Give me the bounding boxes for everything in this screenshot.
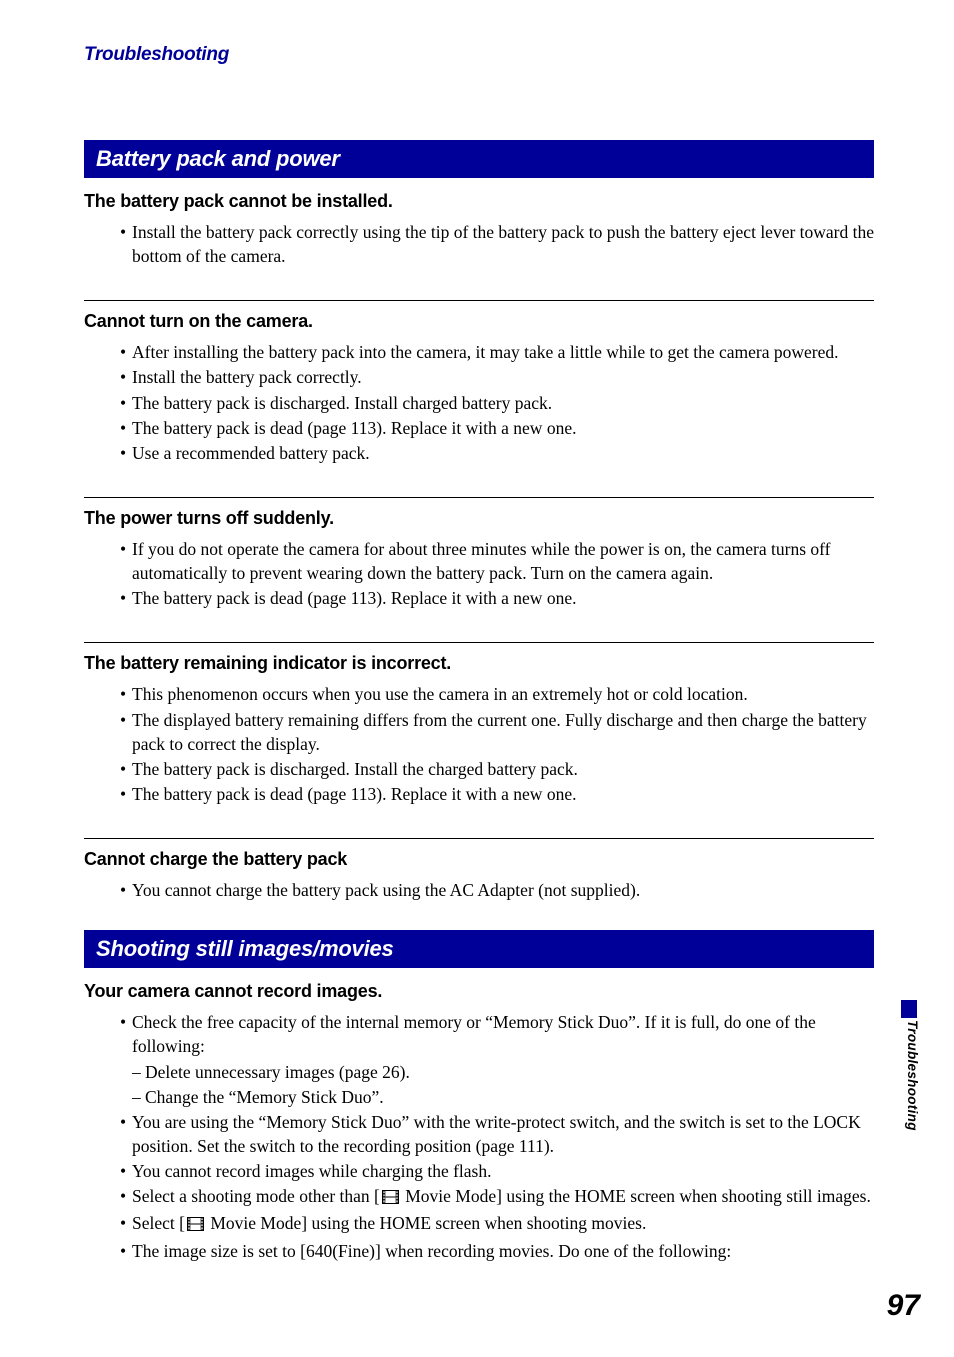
list-item: •After installing the battery pack into … xyxy=(120,340,874,364)
bullet-list: •You cannot charge the battery pack usin… xyxy=(120,878,874,902)
bullet-list: •Install the battery pack correctly usin… xyxy=(120,220,874,268)
bullet-text: After installing the battery pack into t… xyxy=(132,340,874,364)
problem-title: Cannot turn on the camera. xyxy=(84,311,874,332)
text-fragment: Movie Mode] using the HOME screen when s… xyxy=(206,1213,646,1233)
dash-icon: – xyxy=(132,1085,145,1109)
bullet-icon: • xyxy=(120,1110,132,1134)
sub-list-item: –Delete unnecessary images (page 26). xyxy=(132,1060,874,1084)
bullet-text: Install the battery pack correctly using… xyxy=(132,220,874,268)
list-item: •Select [ Movie Mode] using the HOME scr… xyxy=(120,1211,874,1237)
chapter-header: Troubleshooting xyxy=(84,44,229,66)
section-title-shooting: Shooting still images/movies xyxy=(84,930,874,968)
bullet-text: You cannot record images while charging … xyxy=(132,1159,874,1183)
list-item: •You cannot record images while charging… xyxy=(120,1159,874,1183)
problem-title: The battery remaining indicator is incor… xyxy=(84,653,874,674)
list-item: •Select a shooting mode other than [ Mov… xyxy=(120,1184,874,1210)
bullet-icon: • xyxy=(120,878,132,902)
list-item: •You are using the “Memory Stick Duo” wi… xyxy=(120,1110,874,1158)
bullet-icon: • xyxy=(120,1184,132,1208)
text-fragment: Movie Mode] using the HOME screen when s… xyxy=(401,1186,871,1206)
divider xyxy=(84,300,874,301)
list-item: •If you do not operate the camera for ab… xyxy=(120,537,874,585)
list-item: •The battery pack is dead (page 113). Re… xyxy=(120,586,874,610)
list-item: •The battery pack is discharged. Install… xyxy=(120,391,874,415)
text-fragment: Select [ xyxy=(132,1213,185,1233)
problem-title: The power turns off suddenly. xyxy=(84,508,874,529)
bullet-text: The battery pack is discharged. Install … xyxy=(132,391,874,415)
list-item: •Use a recommended battery pack. xyxy=(120,441,874,465)
bullet-text: The battery pack is dead (page 113). Rep… xyxy=(132,416,874,440)
bullet-text: The battery pack is discharged. Install … xyxy=(132,757,874,781)
divider xyxy=(84,642,874,643)
bullet-icon: • xyxy=(120,1239,132,1263)
bullet-text: Change the “Memory Stick Duo”. xyxy=(145,1085,874,1109)
bullet-text: Delete unnecessary images (page 26). xyxy=(145,1060,874,1084)
problem-title: Cannot charge the battery pack xyxy=(84,849,874,870)
problem-title: The battery pack cannot be installed. xyxy=(84,191,874,212)
list-item: •The battery pack is dead (page 113). Re… xyxy=(120,782,874,806)
bullet-list: •This phenomenon occurs when you use the… xyxy=(120,682,874,806)
list-item: •The battery pack is dead (page 113). Re… xyxy=(120,416,874,440)
bullet-text: You are using the “Memory Stick Duo” wit… xyxy=(132,1110,874,1158)
bullet-text: You cannot charge the battery pack using… xyxy=(132,878,874,902)
bullet-text: If you do not operate the camera for abo… xyxy=(132,537,874,585)
page-content: Battery pack and power The battery pack … xyxy=(84,140,874,1295)
list-item: •Check the free capacity of the internal… xyxy=(120,1010,874,1058)
bullet-text: Use a recommended battery pack. xyxy=(132,441,874,465)
bullet-icon: • xyxy=(120,757,132,781)
list-item: •The battery pack is discharged. Install… xyxy=(120,757,874,781)
list-item: •Install the battery pack correctly usin… xyxy=(120,220,874,268)
divider xyxy=(84,497,874,498)
bullet-icon: • xyxy=(120,782,132,806)
bullet-icon: • xyxy=(120,391,132,415)
list-item: •You cannot charge the battery pack usin… xyxy=(120,878,874,902)
movie-mode-icon xyxy=(382,1186,399,1210)
bullet-text: Check the free capacity of the internal … xyxy=(132,1010,874,1058)
bullet-text: The displayed battery remaining differs … xyxy=(132,708,874,756)
bullet-text: This phenomenon occurs when you use the … xyxy=(132,682,874,706)
list-item: •This phenomenon occurs when you use the… xyxy=(120,682,874,706)
bullet-icon: • xyxy=(120,586,132,610)
bullet-text: The battery pack is dead (page 113). Rep… xyxy=(132,782,874,806)
bullet-icon: • xyxy=(120,1159,132,1183)
bullet-list: •If you do not operate the camera for ab… xyxy=(120,537,874,610)
bullet-icon: • xyxy=(120,416,132,440)
bullet-icon: • xyxy=(120,365,132,389)
list-item: •Install the battery pack correctly. xyxy=(120,365,874,389)
movie-mode-icon xyxy=(187,1213,204,1237)
list-item: •The displayed battery remaining differs… xyxy=(120,708,874,756)
dash-icon: – xyxy=(132,1060,145,1084)
bullet-icon: • xyxy=(120,340,132,364)
bullet-text: Select a shooting mode other than [ Movi… xyxy=(132,1184,874,1210)
side-tab-marker xyxy=(901,1000,917,1018)
bullet-text: Select [ Movie Mode] using the HOME scre… xyxy=(132,1211,874,1237)
bullet-icon: • xyxy=(120,708,132,732)
bullet-text: The battery pack is dead (page 113). Rep… xyxy=(132,586,874,610)
side-tab-label: Troubleshooting xyxy=(905,1020,920,1131)
bullet-icon: • xyxy=(120,1211,132,1235)
divider xyxy=(84,838,874,839)
problem-title: Your camera cannot record images. xyxy=(84,981,874,1002)
list-item: •The image size is set to [640(Fine)] wh… xyxy=(120,1239,874,1263)
text-fragment: Select a shooting mode other than [ xyxy=(132,1186,380,1206)
bullet-icon: • xyxy=(120,220,132,244)
bullet-icon: • xyxy=(120,1010,132,1034)
bullet-icon: • xyxy=(120,682,132,706)
section-title-battery: Battery pack and power xyxy=(84,140,874,178)
bullet-text: Install the battery pack correctly. xyxy=(132,365,874,389)
sub-list-item: –Change the “Memory Stick Duo”. xyxy=(132,1085,874,1109)
bullet-icon: • xyxy=(120,537,132,561)
bullet-icon: • xyxy=(120,441,132,465)
bullet-list: •Check the free capacity of the internal… xyxy=(120,1010,874,1262)
bullet-text: The image size is set to [640(Fine)] whe… xyxy=(132,1239,874,1263)
bullet-list: •After installing the battery pack into … xyxy=(120,340,874,465)
page-number: 97 xyxy=(887,1289,920,1323)
